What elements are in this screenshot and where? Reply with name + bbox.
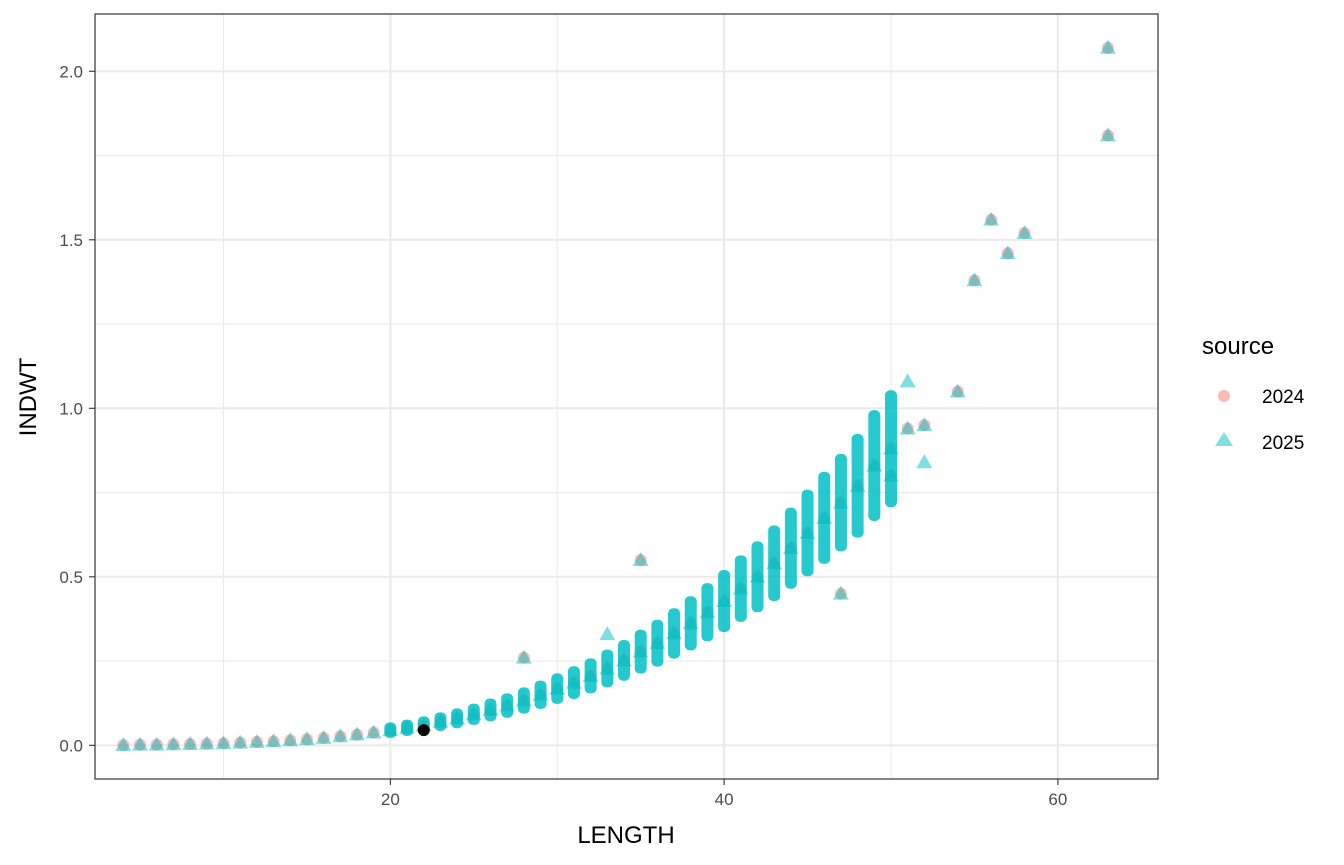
- point-2025: [966, 272, 983, 287]
- point-2025: [1099, 39, 1116, 54]
- point-cluster-2025: [834, 453, 847, 552]
- point-cluster-2025: [868, 410, 881, 521]
- legend-key-2024-icon: [1218, 390, 1230, 402]
- point-2025: [949, 383, 966, 398]
- point-2025: [182, 735, 199, 750]
- point-cluster-2025: [484, 698, 497, 722]
- point-cluster-2025: [768, 525, 781, 602]
- point-cluster-2025: [884, 390, 897, 508]
- point-cluster-2025: [567, 666, 580, 699]
- y-axis-ticks: 0.0 0.5 1.0 1.5 2.0: [59, 62, 95, 755]
- point-cluster-2025: [851, 434, 864, 538]
- point-cluster-2025: [651, 619, 664, 667]
- point-2025: [899, 373, 916, 388]
- y-tick-label: 0.0: [59, 736, 83, 755]
- point-2025: [916, 417, 933, 432]
- point-2025: [265, 733, 282, 748]
- point-2025: [1099, 127, 1116, 142]
- point-cluster-2025: [818, 471, 831, 564]
- point-2025: [298, 731, 315, 746]
- point-2025: [148, 736, 165, 751]
- point-cluster-2025: [501, 693, 514, 718]
- point-2025: [282, 732, 299, 747]
- point-cluster-2025: [467, 703, 480, 725]
- point-2025: [215, 735, 232, 750]
- point-cluster-2025: [534, 680, 547, 709]
- y-axis-title: INDWT: [15, 357, 42, 436]
- panel-border: [94, 13, 1159, 780]
- x-axis-title: LENGTH: [577, 822, 674, 849]
- data-points: [115, 39, 1116, 751]
- point-2025: [165, 736, 182, 751]
- legend-label-2025: 2025: [1262, 433, 1304, 454]
- point-cluster-2025: [601, 649, 614, 688]
- point-cluster-2025: [434, 712, 447, 732]
- point-cluster-2025: [517, 687, 530, 714]
- point-2025: [232, 734, 249, 749]
- point-2025: [632, 551, 649, 566]
- point-cluster-2025: [684, 596, 697, 651]
- point-cluster-2025: [451, 708, 464, 729]
- x-tick-label: 60: [1048, 790, 1067, 809]
- point-cluster-2025: [384, 722, 397, 738]
- legend-label-2024: 2024: [1262, 387, 1305, 408]
- point-cluster-2025: [751, 541, 764, 613]
- x-tick-label: 40: [715, 790, 734, 809]
- point-cluster-2025: [701, 583, 714, 642]
- y-tick-label: 1.5: [59, 231, 83, 250]
- point-cluster-2025: [734, 555, 747, 622]
- point-2025: [198, 735, 215, 750]
- point-2025: [132, 736, 149, 751]
- point-cluster-2025: [784, 507, 797, 589]
- point-cluster-2025: [584, 658, 597, 694]
- point-cluster-2025: [718, 570, 731, 633]
- point-cluster-2025: [634, 629, 647, 674]
- point-2025: [999, 245, 1016, 260]
- y-tick-label: 0.5: [59, 568, 83, 587]
- point-2025: [348, 726, 365, 741]
- point-2025: [332, 728, 349, 743]
- highlight-point: [417, 724, 430, 737]
- point-2025: [1016, 225, 1033, 240]
- point-2025: [315, 729, 332, 744]
- x-axis-ticks: 20 40 60: [381, 779, 1067, 809]
- point-2025: [899, 420, 916, 435]
- point-cluster-2025: [617, 640, 630, 681]
- legend-title: source: [1202, 333, 1274, 360]
- point-2025: [832, 585, 849, 600]
- y-tick-label: 1.0: [59, 399, 83, 418]
- y-tick-label: 2.0: [59, 62, 83, 81]
- point-2025: [365, 724, 382, 739]
- point-2025: [916, 454, 933, 469]
- point-cluster-2025: [801, 489, 814, 577]
- legend-key-2025-icon: [1215, 432, 1233, 446]
- legend: source 2024 2025: [1202, 333, 1305, 454]
- point-2025: [599, 626, 616, 641]
- point-cluster-2025: [551, 673, 564, 704]
- point-cluster-2025: [401, 719, 414, 736]
- point-2025: [248, 733, 265, 748]
- x-tick-label: 20: [381, 790, 400, 809]
- point-2025: [115, 736, 132, 751]
- point-2025: [983, 211, 1000, 226]
- point-2025: [515, 649, 532, 664]
- point-cluster-2025: [668, 608, 681, 659]
